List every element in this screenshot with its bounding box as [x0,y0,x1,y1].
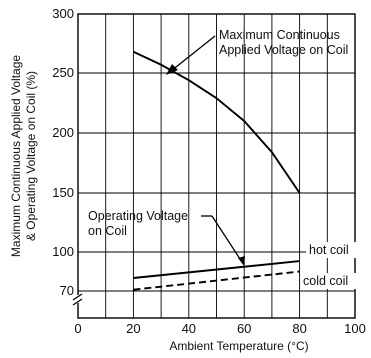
x-tick-label: 80 [292,321,306,336]
series-line-maximum-continuous-applied-voltage-on-coil [132,50,301,194]
y-tick-label: 100 [52,244,74,259]
annotation-max-voltage-leader [170,35,216,72]
plot-frame [77,13,356,319]
x-tick-label: 40 [182,321,196,336]
y-axis-label-line-2: & Operating Voltage on Coil (%) [24,71,38,241]
x-tick-labels: 0 20 40 60 80 100 [74,321,365,336]
hot-coil-label: hot coil [309,243,349,257]
annotation-operating-arrowhead [238,256,245,266]
grid [78,13,355,318]
axes [77,13,356,319]
y-tick-label: 200 [52,125,74,140]
x-tick-label: 100 [344,321,366,336]
annotation-max-voltage-line-2: Applied Voltage on Coil [219,43,348,57]
y-axis-label-line-1: Maximum Continuous Applied Voltage [9,55,23,257]
annotation-max-voltage-arrowhead [166,64,178,75]
x-tick-label: 60 [237,321,251,336]
x-tick-label: 20 [126,321,140,336]
y-tick-label: 300 [52,6,74,21]
annotation-operating-line-2: on Coil [88,224,127,238]
series-line-cold-coil [133,270,300,291]
cold-coil-label: cold coil [303,274,348,288]
annotation-operating-leader-d [211,215,243,263]
x-axis-label: Ambient Temperature (°C) [169,339,308,353]
hot-coil-label-bg [306,242,358,258]
x-tick-label: 0 [74,321,81,336]
series-line-hot-coil [133,260,300,279]
cold-coil-label-bg [301,273,359,289]
annotation-max-voltage-line-1: Maximum Continuous [219,28,340,42]
y-tick-label: 70 [60,283,74,298]
annotation-operating-line-1: Operating Voltage [88,209,188,223]
y-tick-labels: 70 100 150 200 250 300 [52,6,74,298]
y-axis-break-marks [72,293,84,306]
y-tick-label: 150 [52,185,74,200]
y-tick-label: 250 [52,65,74,80]
series-group [132,50,301,291]
